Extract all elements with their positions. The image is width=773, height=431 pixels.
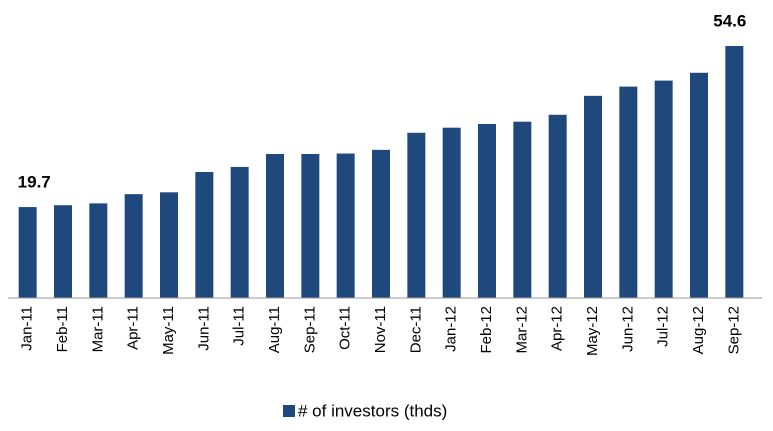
bar (407, 132, 426, 298)
legend-label: # of investors (thds) (298, 401, 447, 420)
bar (619, 86, 638, 298)
x-tick-label: Jan-12 (443, 306, 460, 352)
bar (301, 154, 320, 298)
x-tick-label: Sep-11 (301, 306, 318, 353)
bar (513, 121, 532, 298)
bar (160, 192, 178, 298)
x-tick-label: Nov-11 (372, 306, 389, 353)
x-tick-label: Jun-12 (619, 306, 636, 352)
bar (654, 80, 673, 298)
x-tick-label: Feb-11 (54, 306, 71, 352)
bar (372, 149, 390, 298)
x-tick-label: May-11 (160, 306, 177, 355)
bar (548, 114, 567, 299)
x-tick-label: Jul-12 (655, 306, 672, 347)
bar (230, 166, 249, 298)
bar (478, 124, 496, 298)
x-tick-label: Jan-11 (19, 306, 36, 351)
legend-swatch (283, 405, 295, 417)
bar (442, 127, 461, 298)
x-tick-label: Jul-11 (231, 306, 248, 346)
bar (336, 153, 355, 298)
x-tick-label: Oct-11 (337, 306, 354, 350)
x-tick-label: Feb-12 (478, 306, 495, 354)
x-tick-label: May-12 (584, 306, 601, 356)
x-tick-label: Sep-12 (725, 306, 742, 354)
x-tick-label: Aug-11 (266, 306, 283, 353)
bar (266, 154, 284, 298)
bar (89, 203, 108, 298)
x-tick-label: Jun-11 (195, 306, 212, 351)
x-tick-label: Aug-12 (690, 306, 707, 354)
x-tick-label: Apr-12 (549, 306, 566, 351)
bar (124, 194, 143, 298)
bar (725, 46, 744, 298)
x-tick-label: Mar-11 (89, 306, 106, 352)
data-label: 54.6 (713, 11, 746, 30)
bar (54, 205, 72, 298)
bar (690, 72, 708, 299)
bar (584, 95, 602, 298)
x-tick-label: Mar-12 (513, 306, 530, 354)
x-tick-label: Dec-11 (407, 306, 424, 353)
x-tick-label: Apr-11 (125, 306, 142, 350)
bar (18, 207, 37, 298)
bar (195, 172, 214, 298)
data-label: 19.7 (18, 173, 51, 192)
